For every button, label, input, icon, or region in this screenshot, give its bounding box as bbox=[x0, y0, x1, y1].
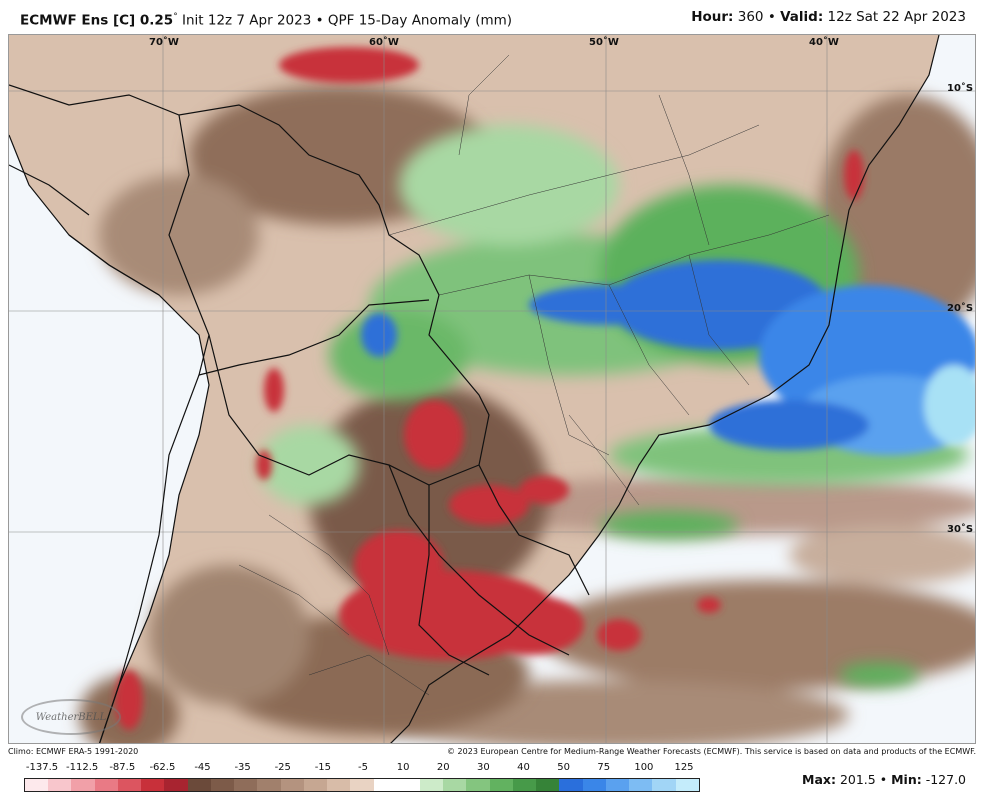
init-time: Init 12z 7 Apr 2023 bbox=[182, 12, 312, 29]
legend-swatch bbox=[141, 779, 165, 791]
legend-tick-label: -87.5 bbox=[109, 762, 136, 773]
legend-tick-label: -35 bbox=[234, 762, 251, 773]
max-min-stats: Max: 201.5 • Min: -127.0 bbox=[802, 772, 966, 787]
stats-bullet: • bbox=[879, 772, 888, 787]
legend-swatch bbox=[466, 779, 490, 791]
legend-swatch bbox=[629, 779, 653, 791]
legend-swatch bbox=[582, 779, 606, 791]
lon-label-50w: 50˚W bbox=[589, 37, 619, 48]
lon-label-40w: 40˚W bbox=[809, 37, 839, 48]
anomaly-map bbox=[9, 35, 975, 743]
legend-swatch bbox=[210, 779, 235, 791]
title-right: Hour: 360 • Valid: 12z Sat 22 Apr 2023 bbox=[691, 0, 966, 34]
max-value: 201.5 bbox=[839, 772, 876, 787]
lat-label-10s: 10˚S bbox=[947, 83, 974, 94]
legend-swatch bbox=[443, 779, 467, 791]
graticule bbox=[9, 35, 975, 743]
legend-swatch bbox=[652, 779, 676, 791]
legend-swatch bbox=[419, 779, 444, 791]
dry-interior bbox=[79, 85, 549, 743]
min-value: -127.0 bbox=[925, 772, 966, 787]
legend-swatch bbox=[187, 779, 211, 791]
map-frame[interactable]: 70˚W 60˚W 50˚W 40˚W 10˚S 20˚S 30˚S Weath… bbox=[8, 34, 976, 744]
credits: Climo: ECMWF ERA-5 1991-2020 © 2023 Euro… bbox=[8, 745, 976, 759]
legend-tick-label: -62.5 bbox=[149, 762, 176, 773]
legend-swatch bbox=[512, 779, 537, 791]
legend-tick-label: -5 bbox=[358, 762, 368, 773]
valid-label: Valid: bbox=[780, 9, 824, 25]
valid-value: 12z Sat 22 Apr 2023 bbox=[827, 9, 966, 25]
legend-swatch bbox=[675, 779, 699, 791]
color-legend: -137.5 -112.5 -87.5 -62.5 -45 -35 -25 -15 -5 10 20… bbox=[24, 762, 714, 802]
legend-swatch bbox=[94, 779, 118, 791]
legend-swatch bbox=[327, 779, 351, 791]
title-bar: ECMWF Ens [C] 0.25° Init 12z 7 Apr 2023 … bbox=[0, 0, 984, 34]
model-name: ECMWF Ens [C] 0.25 bbox=[20, 12, 174, 29]
legend-bar bbox=[24, 778, 700, 792]
legend-swatch bbox=[280, 779, 304, 791]
legend-tick-label: 125 bbox=[674, 762, 694, 773]
legend-swatch bbox=[303, 779, 328, 791]
legend-swatch bbox=[559, 779, 583, 791]
legend-tick-label: 50 bbox=[557, 762, 570, 773]
product-name: QPF 15-Day Anomaly (mm) bbox=[327, 12, 513, 29]
legend-tick-label: 30 bbox=[477, 762, 490, 773]
climo-credit: Climo: ECMWF ERA-5 1991-2020 bbox=[8, 747, 139, 756]
legend-swatch bbox=[71, 779, 95, 791]
state-borders bbox=[238, 54, 830, 696]
coastline bbox=[390, 35, 940, 743]
lon-label-60w: 60˚W bbox=[369, 37, 399, 48]
legend-swatch bbox=[117, 779, 142, 791]
degree-symbol: ° bbox=[173, 12, 178, 22]
valid-bullet: • bbox=[767, 9, 776, 25]
legend-swatch bbox=[536, 779, 560, 791]
legend-swatch bbox=[489, 779, 513, 791]
hour-label: Hour: bbox=[691, 9, 734, 25]
title-bullet: • bbox=[315, 12, 324, 29]
legend-swatch bbox=[25, 779, 49, 791]
legend-swatch bbox=[234, 779, 258, 791]
legend-swatch bbox=[373, 779, 397, 791]
lat-label-30s: 30˚S bbox=[947, 524, 974, 535]
lat-label-20s: 20˚S bbox=[947, 303, 974, 314]
legend-tick-label: 40 bbox=[517, 762, 530, 773]
legend-tick-label: -15 bbox=[314, 762, 332, 773]
legend-swatch bbox=[48, 779, 72, 791]
legend-tick-label: -137.5 bbox=[25, 762, 59, 773]
legend-swatch bbox=[257, 779, 281, 791]
legend-tick-label: 75 bbox=[597, 762, 611, 773]
legend-swatch bbox=[350, 779, 374, 791]
legend-tick-label: -25 bbox=[274, 762, 291, 773]
west-coastline bbox=[9, 134, 210, 743]
legend-tick-label: -112.5 bbox=[66, 762, 99, 773]
lon-label-70w: 70˚W bbox=[149, 37, 179, 48]
legend-swatch bbox=[605, 779, 630, 791]
title-left: ECMWF Ens [C] 0.25° Init 12z 7 Apr 2023 … bbox=[20, 0, 512, 38]
weatherbell-logo: WeatherBELL bbox=[21, 699, 121, 735]
legend-tick-label: 20 bbox=[436, 762, 450, 773]
legend-swatch bbox=[164, 779, 188, 791]
legend-tick-label: 10 bbox=[396, 762, 410, 773]
hour-value: 360 bbox=[737, 9, 764, 25]
legend-ticks: -137.5 -112.5 -87.5 -62.5 -45 -35 -25 -15 -5 10 20… bbox=[24, 762, 700, 776]
legend-swatch bbox=[396, 779, 420, 791]
min-label: Min: bbox=[891, 772, 922, 787]
max-label: Max: bbox=[802, 772, 836, 787]
copyright-credit: © 2023 European Centre for Medium-Range … bbox=[447, 747, 976, 756]
legend-tick-label: -45 bbox=[194, 762, 211, 773]
wet-blue bbox=[361, 260, 975, 455]
legend-tick-label: 100 bbox=[634, 762, 654, 773]
